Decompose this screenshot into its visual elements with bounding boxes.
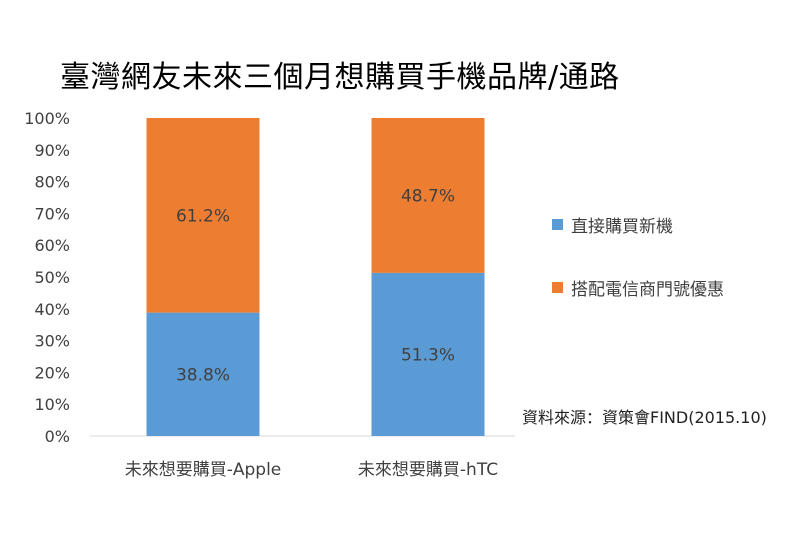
y-tick-label: 20% xyxy=(34,363,70,382)
x-category-label: 未來想要購買-hTC xyxy=(358,460,498,480)
bar-segment xyxy=(371,272,485,436)
y-tick-label: 50% xyxy=(34,268,70,287)
legend-swatch xyxy=(552,219,563,230)
chart-title: 臺灣網友未來三個月想購買手機品牌/通路 xyxy=(60,60,620,95)
bar-segment xyxy=(146,118,260,313)
y-tick-label: 70% xyxy=(34,204,70,223)
data-label: 48.7% xyxy=(401,186,455,206)
y-tick-label: 0% xyxy=(45,427,70,446)
bar-segment xyxy=(146,312,260,436)
y-tick-label: 60% xyxy=(34,236,70,255)
y-tick-label: 30% xyxy=(34,332,70,351)
data-label: 61.2% xyxy=(176,206,230,226)
bar-segment xyxy=(371,118,485,273)
y-tick-label: 40% xyxy=(34,300,70,319)
legend-label: 搭配電信商門號優惠 xyxy=(571,280,724,300)
legend-swatch xyxy=(552,282,563,293)
y-tick-label: 80% xyxy=(34,173,70,192)
y-tick-label: 100% xyxy=(24,109,70,128)
legend-label: 直接購買新機 xyxy=(571,217,673,237)
y-tick-label: 90% xyxy=(34,141,70,160)
data-label: 51.3% xyxy=(401,345,455,365)
data-label: 38.8% xyxy=(176,365,230,385)
x-category-label: 未來想要購買-Apple xyxy=(125,460,282,480)
y-tick-label: 10% xyxy=(34,395,70,414)
source-note: 資料來源：資策會FIND(2015.10) xyxy=(522,408,767,427)
